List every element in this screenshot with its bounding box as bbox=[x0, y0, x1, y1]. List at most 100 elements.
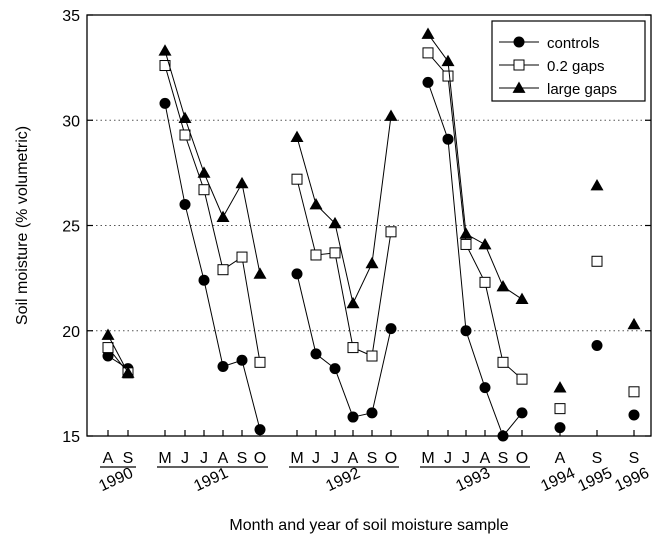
data-point-0-2-gaps bbox=[217, 264, 229, 276]
x-year-label: 1996 bbox=[612, 465, 652, 495]
data-point-controls bbox=[198, 274, 210, 286]
x-month-label: S bbox=[629, 450, 640, 467]
data-point-controls bbox=[442, 133, 454, 145]
data-point-controls bbox=[366, 407, 378, 419]
x-month-label: M bbox=[290, 450, 303, 467]
data-point-0-2-gaps bbox=[254, 356, 266, 368]
series-line-controls bbox=[427, 82, 523, 437]
y-tick-label: 30 bbox=[62, 113, 80, 130]
data-point-controls bbox=[385, 323, 397, 335]
x-month-label: J bbox=[331, 450, 339, 467]
data-point-large-gaps bbox=[421, 27, 435, 39]
series-0-2-gaps bbox=[102, 47, 640, 415]
data-point-controls bbox=[479, 382, 491, 394]
x-month-label: A bbox=[103, 450, 114, 467]
legend-marker bbox=[513, 36, 525, 48]
x-month-label: M bbox=[158, 450, 171, 467]
data-point-controls bbox=[554, 422, 566, 434]
data-point-0-2-gaps bbox=[591, 255, 603, 267]
gridlines bbox=[87, 119, 651, 332]
data-point-0-2-gaps bbox=[159, 60, 171, 72]
series-line-large-gaps bbox=[296, 115, 392, 305]
series-line-0-2-gaps bbox=[296, 179, 392, 357]
data-point-large-gaps bbox=[590, 179, 604, 191]
data-point-0-2-gaps bbox=[628, 386, 640, 398]
series-line-large-gaps bbox=[164, 50, 261, 275]
data-point-controls bbox=[254, 424, 266, 436]
data-point-controls bbox=[310, 348, 322, 360]
y-axis-label: Soil moisture (% volumetric) bbox=[14, 126, 31, 325]
data-point-0-2-gaps bbox=[385, 226, 397, 238]
legend-label: controls bbox=[547, 35, 600, 52]
x-year-label: 1993 bbox=[453, 465, 493, 495]
data-point-large-gaps bbox=[178, 111, 192, 124]
x-month-label: O bbox=[385, 450, 397, 467]
x-month-label: J bbox=[444, 450, 452, 467]
data-point-controls bbox=[422, 76, 434, 88]
data-point-large-gaps bbox=[197, 166, 211, 178]
data-point-controls bbox=[159, 97, 171, 109]
legend-marker bbox=[513, 59, 525, 71]
x-month-label: O bbox=[254, 450, 266, 467]
data-point-large-gaps bbox=[346, 296, 360, 309]
legend: controls 0.2 gaps large gaps bbox=[491, 20, 646, 102]
x-month-label: J bbox=[200, 450, 208, 467]
x-month-label: S bbox=[498, 450, 509, 467]
data-point-controls bbox=[217, 361, 229, 373]
data-point-0-2-gaps bbox=[422, 47, 434, 59]
series-line-controls bbox=[296, 273, 392, 418]
data-point-large-gaps bbox=[553, 381, 567, 393]
series-line-0-2-gaps bbox=[427, 52, 523, 380]
data-point-large-gaps bbox=[441, 54, 455, 67]
series-layer bbox=[101, 27, 641, 442]
x-year-label: 1990 bbox=[96, 465, 136, 495]
x-month-label: J bbox=[181, 450, 189, 467]
data-point-0-2-gaps bbox=[516, 373, 528, 385]
data-point-controls bbox=[516, 407, 528, 419]
data-point-large-gaps bbox=[101, 328, 115, 340]
y-axis: 15 20 25 30 35 bbox=[62, 8, 651, 446]
data-point-0-2-gaps bbox=[291, 173, 303, 185]
x-month-label: S bbox=[367, 450, 378, 467]
data-point-0-2-gaps bbox=[554, 403, 566, 415]
data-point-large-gaps bbox=[515, 292, 529, 305]
x-year-label: 1994 bbox=[538, 465, 578, 495]
data-point-0-2-gaps bbox=[102, 342, 114, 354]
data-point-controls bbox=[329, 363, 341, 375]
data-point-controls bbox=[102, 350, 114, 362]
x-month-label: S bbox=[237, 450, 248, 467]
x-month-label: S bbox=[123, 450, 134, 467]
data-point-large-gaps bbox=[365, 256, 379, 269]
data-point-controls bbox=[591, 339, 603, 351]
data-point-large-gaps bbox=[235, 176, 249, 189]
data-point-large-gaps bbox=[216, 210, 230, 222]
data-point-controls bbox=[236, 354, 248, 366]
x-month-label: O bbox=[516, 450, 528, 467]
x-month-label: A bbox=[348, 450, 359, 467]
data-point-large-gaps bbox=[309, 197, 323, 210]
data-point-0-2-gaps bbox=[460, 238, 472, 250]
data-point-0-2-gaps bbox=[479, 276, 491, 288]
y-tick-label: 20 bbox=[62, 324, 80, 341]
y-tick-label: 35 bbox=[62, 8, 80, 25]
x-axis-label: Month and year of soil moisture sample bbox=[229, 517, 508, 534]
data-point-large-gaps bbox=[290, 130, 304, 142]
data-point-controls bbox=[179, 198, 191, 210]
data-point-large-gaps bbox=[478, 237, 492, 250]
series-line-0-2-gaps bbox=[164, 65, 261, 363]
data-point-0-2-gaps bbox=[198, 184, 210, 196]
data-point-0-2-gaps bbox=[179, 129, 191, 141]
series-controls bbox=[102, 76, 640, 442]
x-month-label: J bbox=[462, 450, 470, 467]
x-month-label: S bbox=[592, 450, 603, 467]
legend-marker bbox=[512, 81, 526, 93]
data-point-0-2-gaps bbox=[497, 356, 509, 368]
data-point-0-2-gaps bbox=[366, 350, 378, 362]
data-point-large-gaps bbox=[627, 317, 641, 330]
data-point-large-gaps bbox=[121, 366, 135, 378]
data-point-controls bbox=[291, 268, 303, 280]
data-point-0-2-gaps bbox=[310, 249, 322, 261]
data-point-large-gaps bbox=[328, 216, 342, 229]
data-point-controls bbox=[628, 409, 640, 421]
data-point-0-2-gaps bbox=[347, 342, 359, 354]
